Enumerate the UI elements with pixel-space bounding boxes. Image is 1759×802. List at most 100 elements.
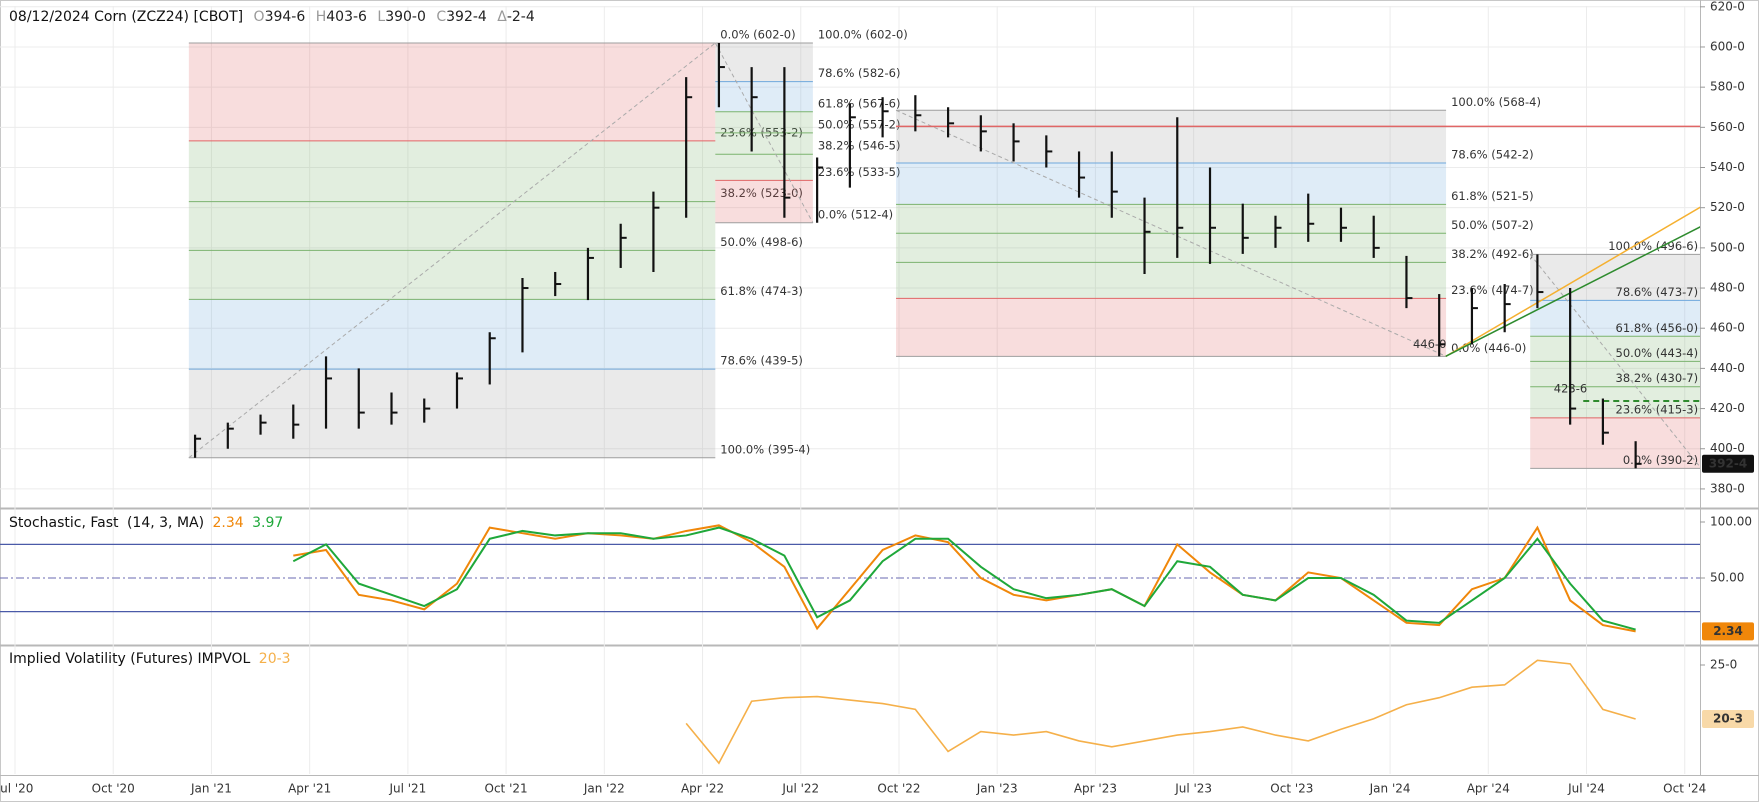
fib-label: 23.6% (533-5)	[818, 165, 901, 179]
fib-label: 50.0% (443-4)	[1616, 346, 1699, 360]
fib-band	[715, 42, 813, 82]
legend-params: (14, 3, MA)	[127, 515, 204, 531]
badge-box	[1702, 454, 1754, 473]
fib-label: 78.6% (542-2)	[1451, 147, 1534, 161]
y-tick-label: 480-0	[1710, 281, 1745, 295]
x-tick-label: Apr '23	[1074, 782, 1117, 796]
badge-box	[1702, 710, 1754, 729]
stochastic-legend: Stochastic, Fast (14, 3, MA) 2.34 3.97	[9, 515, 283, 531]
fib-label: 38.2% (523-0)	[720, 186, 803, 200]
fib-band	[715, 154, 813, 181]
fib-label: 0.0% (390-2)	[1623, 453, 1698, 467]
x-tick-label: Oct '20	[92, 782, 135, 796]
fib-label: 23.6% (415-3)	[1616, 402, 1699, 416]
fib-label: 61.8% (474-3)	[720, 284, 803, 298]
x-tick-label: Oct '24	[1663, 782, 1706, 796]
fib-band	[188, 250, 716, 300]
x-tick-label: Jul '21	[388, 782, 426, 796]
fib-band	[1530, 386, 1700, 418]
series-line	[292, 526, 1636, 631]
quote-value: 392-4	[446, 9, 487, 25]
fib-label: 23.6% (474-7)	[1451, 283, 1534, 297]
fib-label: 38.2% (430-7)	[1616, 371, 1699, 385]
x-tick-label: Jul '23	[1174, 782, 1212, 796]
quote-key: C	[436, 9, 446, 25]
x-tick-label: Jan '23	[976, 782, 1018, 796]
fib-set: 0.0% (602-0)23.6% (553-2)38.2% (523-0)50…	[188, 27, 810, 459]
fib-band	[1530, 300, 1700, 337]
y-tick-label: 100.00	[1710, 514, 1752, 528]
fib-band	[188, 42, 716, 141]
fib-band	[715, 111, 813, 133]
last-value-badge: 20-3	[1702, 710, 1754, 729]
quote-key: L	[377, 9, 385, 25]
fib-band	[896, 233, 1447, 263]
fib-label: 78.6% (473-7)	[1616, 285, 1699, 299]
fib-label: 61.8% (521-5)	[1451, 189, 1534, 203]
fib-band	[896, 162, 1447, 205]
fib-set: 0.0% (446-0)23.6% (474-7)38.2% (492-6)50…	[895, 95, 1541, 357]
fib-band	[1530, 361, 1700, 387]
fib-band	[896, 204, 1447, 234]
y-tick-label: 560-0	[1710, 120, 1745, 134]
y-tick-label: 380-0	[1710, 481, 1745, 495]
quote-key: H	[316, 9, 327, 25]
fib-band	[896, 298, 1447, 357]
fib-band	[715, 81, 813, 112]
fib-band	[715, 132, 813, 155]
y-tick-label: 420-0	[1710, 401, 1745, 415]
x-tick-label: Jul '24	[1567, 782, 1605, 796]
fib-label: 100.0% (568-4)	[1451, 95, 1541, 109]
fib-band	[1530, 254, 1700, 301]
y-tick-label: 500-0	[1710, 240, 1745, 254]
fib-band	[896, 110, 1447, 163]
x-tick-label: Apr '22	[681, 782, 724, 796]
fib-band	[188, 299, 716, 370]
badge-box	[1702, 622, 1754, 641]
y-tick-label: 440-0	[1710, 361, 1745, 375]
header-title: 08/12/2024 Corn (ZCZ24) [CBOT]	[9, 9, 243, 25]
y-tick-label: 50.00	[1710, 571, 1744, 585]
y-tick-label: 400-0	[1710, 441, 1745, 455]
fib-label: 100.0% (395-4)	[720, 442, 810, 456]
fib-anchor-line	[895, 109, 1447, 357]
fib-label: 50.0% (498-6)	[720, 235, 803, 249]
fib-band	[1530, 417, 1700, 469]
grid	[0, 6, 1700, 774]
fib-label: 0.0% (512-4)	[818, 207, 893, 221]
quote-value: 394-6	[265, 9, 306, 25]
y-tick-label: 620-0	[1710, 0, 1745, 13]
volatility-legend: Implied Volatility (Futures) IMPVOL 20-3	[9, 651, 291, 667]
x-tick-label: Jul '20	[0, 782, 33, 796]
fib-label: 61.8% (567-6)	[818, 96, 901, 110]
x-tick-label: Jan '22	[583, 782, 625, 796]
badge-text: 392-4	[1709, 456, 1747, 470]
legend-value: 3.97	[252, 515, 283, 531]
fib-band	[896, 262, 1447, 299]
fib-band	[188, 201, 716, 251]
volatility-plot	[685, 659, 1636, 765]
y-tick-label: 25-0	[1710, 657, 1737, 671]
quote-value: -2-4	[507, 9, 535, 25]
stochastic-plot	[0, 524, 1700, 633]
fib-label: 100.0% (602-0)	[818, 27, 908, 41]
x-tick-label: Apr '21	[288, 782, 331, 796]
y-tick-label: 580-0	[1710, 80, 1745, 94]
x-tick-label: Jul '22	[781, 782, 819, 796]
fib-label: 100.0% (496-6)	[1608, 239, 1698, 253]
last-value-badge: 2.34	[1702, 622, 1754, 641]
badge-text: 2.34	[1713, 624, 1743, 638]
fib-band	[188, 369, 716, 458]
fib-label: 78.6% (582-6)	[818, 66, 901, 80]
price-plot: 0.0% (602-0)23.6% (553-2)38.2% (523-0)50…	[188, 27, 1700, 469]
x-tick-label: Oct '21	[485, 782, 528, 796]
x-tick-label: Oct '22	[877, 782, 920, 796]
fib-band	[188, 140, 716, 202]
y-tick-label: 520-0	[1710, 200, 1745, 214]
y-tick-label: 600-0	[1710, 39, 1745, 53]
fib-band	[1530, 336, 1700, 362]
y-tick-label: 540-0	[1710, 160, 1745, 174]
